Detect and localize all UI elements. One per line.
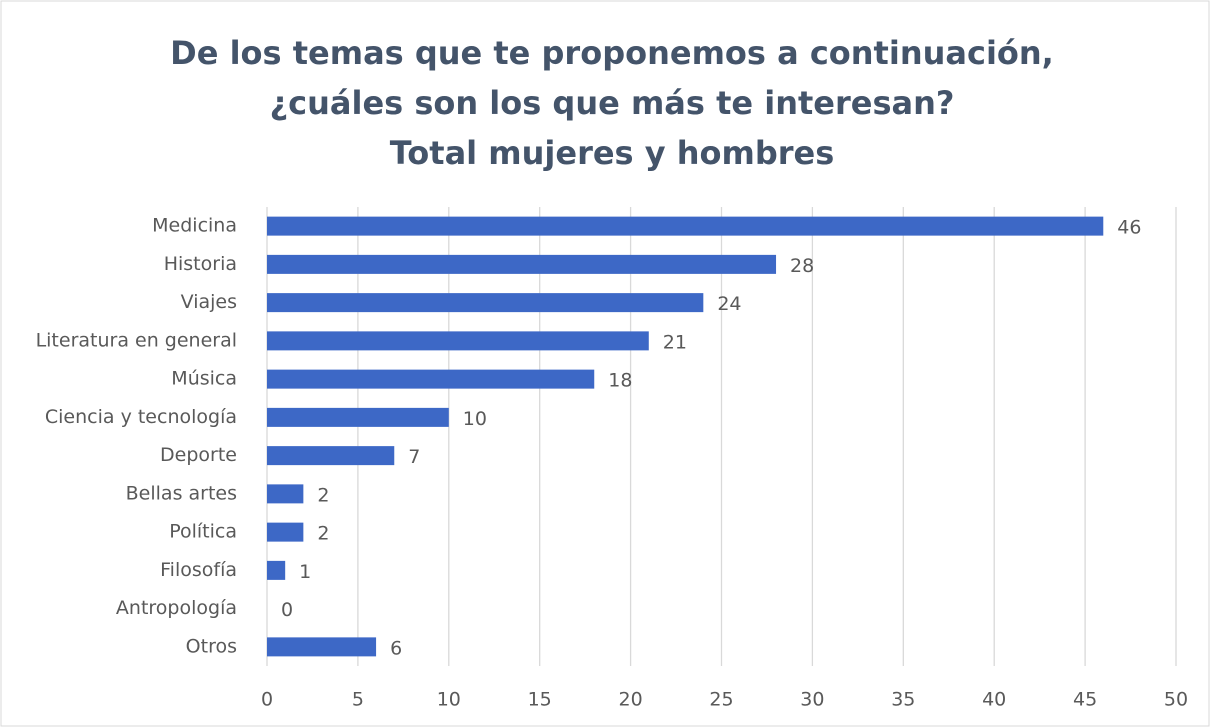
bar: [267, 216, 1104, 236]
data-label: 24: [717, 293, 741, 315]
data-label: 0: [281, 599, 293, 621]
y-tick-label: Medicina: [152, 215, 237, 237]
bar: [267, 407, 449, 427]
data-label: 18: [608, 370, 632, 392]
chart-title: Total mujeres y hombres: [390, 134, 835, 172]
data-label: 10: [463, 408, 487, 430]
data-label: 21: [663, 331, 687, 353]
x-tick-label: 20: [619, 689, 643, 711]
data-label: 28: [790, 255, 814, 277]
y-tick-label: Política: [169, 521, 237, 543]
bar: [267, 293, 704, 313]
bar: [267, 637, 377, 657]
data-label: 6: [390, 637, 402, 659]
x-tick-label: 45: [1073, 689, 1097, 711]
x-tick-label: 10: [437, 689, 461, 711]
data-label: 46: [1117, 217, 1141, 239]
y-tick-label: Antropología: [116, 597, 237, 619]
x-tick-label: 5: [352, 689, 364, 711]
y-tick-label: Deporte: [160, 444, 237, 466]
x-tick-label: 0: [261, 689, 273, 711]
x-tick-label: 30: [800, 689, 824, 711]
y-tick-label: Viajes: [181, 291, 237, 313]
bar: [267, 484, 304, 504]
x-tick-label: 35: [891, 689, 915, 711]
y-tick-label: Literatura en general: [36, 329, 237, 351]
bar: [267, 331, 649, 351]
x-tick-label: 50: [1164, 689, 1188, 711]
data-label: 2: [317, 484, 329, 506]
data-label: 7: [408, 446, 420, 468]
y-tick-label: Otros: [186, 635, 237, 657]
y-tick-label: Filosofía: [160, 559, 237, 581]
x-tick-label: 40: [982, 689, 1006, 711]
y-tick-label: Ciencia y tecnología: [45, 406, 237, 428]
bar: [267, 560, 286, 580]
y-tick-label: Bellas artes: [126, 482, 237, 504]
chart-title: De los temas que te proponemos a continu…: [170, 34, 1054, 72]
bar: [267, 254, 777, 274]
chart-title: ¿cuáles son los que más te interesan?: [270, 84, 955, 122]
data-label: 1: [299, 561, 311, 583]
y-tick-label: Música: [171, 368, 237, 390]
bar: [267, 369, 595, 389]
y-tick-label: Historia: [164, 253, 237, 275]
x-tick-label: 15: [528, 689, 552, 711]
bar: [267, 522, 304, 542]
data-label: 2: [317, 523, 329, 545]
bar: [267, 446, 395, 466]
x-tick-label: 25: [709, 689, 733, 711]
